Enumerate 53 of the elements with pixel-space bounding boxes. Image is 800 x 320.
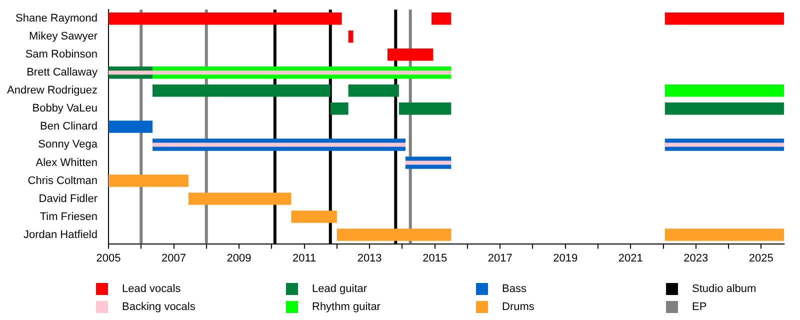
legend-label: Backing vocals [122, 301, 196, 313]
bar [405, 160, 452, 165]
bar [188, 192, 292, 205]
bar [336, 228, 452, 241]
y-tick-label: Sonny Vega [38, 138, 98, 151]
x-tick-label: 2019 [553, 252, 578, 264]
bar [108, 174, 188, 187]
bar [108, 70, 452, 75]
bar [152, 84, 330, 97]
legend-label: Studio album [692, 283, 756, 295]
x-tick-label: 2015 [422, 252, 448, 264]
bar [432, 12, 452, 25]
y-tick-label: David Fidler [38, 192, 98, 205]
x-tick-label: 2021 [618, 252, 643, 264]
x-tick-label: 2007 [162, 252, 186, 264]
bar [398, 102, 452, 115]
legend-label: Rhythm guitar [312, 301, 380, 313]
x-tick-label: 2005 [96, 252, 121, 264]
bar [108, 120, 153, 133]
legend-label: Lead vocals [122, 283, 181, 295]
y-tick-label: Mikey Sawyer [29, 30, 98, 43]
x-tick-label: 2023 [684, 252, 708, 264]
y-tick-label: Bobby VaLeu [32, 102, 98, 115]
bar [348, 84, 399, 97]
y-tick-label: Jordan Hatfield [23, 228, 98, 241]
bar [664, 228, 784, 241]
bar [348, 30, 354, 43]
y-tick-label: Chris Coltman [28, 174, 98, 187]
bar [388, 48, 434, 61]
legend-label: Bass [502, 283, 526, 295]
bar [664, 12, 784, 25]
legend-label: Lead guitar [312, 283, 368, 295]
bar [152, 142, 406, 147]
y-tick-label: Sam Robinson [25, 48, 98, 61]
x-tick-label: 2025 [748, 252, 774, 264]
bar [664, 102, 784, 115]
x-tick-label: 2011 [292, 252, 316, 264]
bar [664, 142, 784, 147]
y-tick-label: Brett Callaway [26, 66, 98, 79]
x-tick-label: 2009 [226, 252, 252, 264]
legend-label: EP [692, 301, 707, 313]
x-tick-label: 2017 [488, 252, 512, 264]
bar [108, 12, 342, 25]
x-tick-label: 2013 [357, 252, 382, 264]
y-tick-label: Shane Raymond [16, 12, 98, 25]
y-tick-label: Tim Friesen [40, 210, 98, 223]
y-tick-label: Alex Whitten [36, 156, 98, 169]
y-tick-label: Andrew Rodriguez [6, 84, 98, 97]
legend-label: Drums [502, 301, 534, 313]
bar [664, 84, 784, 97]
bar [291, 210, 337, 223]
bar [330, 102, 348, 115]
y-tick-label: Ben Clinard [40, 120, 98, 133]
